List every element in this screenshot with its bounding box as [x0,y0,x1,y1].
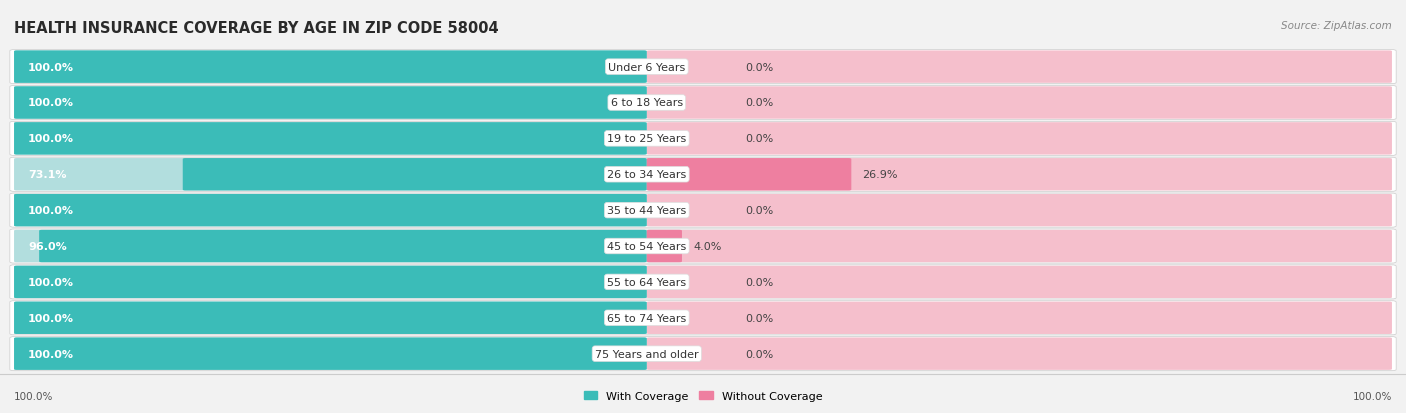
FancyBboxPatch shape [647,266,1392,298]
Text: 100.0%: 100.0% [28,134,75,144]
FancyBboxPatch shape [14,159,647,191]
FancyBboxPatch shape [647,230,1392,263]
Text: Under 6 Years: Under 6 Years [609,62,685,72]
Text: 35 to 44 Years: 35 to 44 Years [607,206,686,216]
FancyBboxPatch shape [647,159,851,191]
Text: 100.0%: 100.0% [28,313,75,323]
FancyBboxPatch shape [647,87,1392,119]
Text: 45 to 54 Years: 45 to 54 Years [607,242,686,252]
FancyBboxPatch shape [10,122,1396,156]
FancyBboxPatch shape [10,265,1396,299]
Text: 100.0%: 100.0% [28,62,75,72]
FancyBboxPatch shape [14,338,647,370]
Text: HEALTH INSURANCE COVERAGE BY AGE IN ZIP CODE 58004: HEALTH INSURANCE COVERAGE BY AGE IN ZIP … [14,21,499,36]
FancyBboxPatch shape [14,195,647,227]
FancyBboxPatch shape [10,230,1396,263]
Text: 96.0%: 96.0% [28,242,67,252]
FancyBboxPatch shape [14,87,647,119]
Text: 0.0%: 0.0% [745,277,773,287]
FancyBboxPatch shape [14,302,647,334]
Text: 6 to 18 Years: 6 to 18 Years [610,98,683,108]
Text: 100.0%: 100.0% [28,98,75,108]
Text: 55 to 64 Years: 55 to 64 Years [607,277,686,287]
FancyBboxPatch shape [10,301,1396,335]
Legend: With Coverage, Without Coverage: With Coverage, Without Coverage [579,387,827,406]
Text: 0.0%: 0.0% [745,134,773,144]
FancyBboxPatch shape [14,230,647,263]
FancyBboxPatch shape [14,123,647,155]
FancyBboxPatch shape [14,266,647,298]
Text: 73.1%: 73.1% [28,170,66,180]
FancyBboxPatch shape [647,51,1392,83]
FancyBboxPatch shape [647,123,1392,155]
FancyBboxPatch shape [10,337,1396,371]
Text: 19 to 25 Years: 19 to 25 Years [607,134,686,144]
FancyBboxPatch shape [647,159,1392,191]
Text: 100.0%: 100.0% [28,206,75,216]
FancyBboxPatch shape [14,123,647,155]
Text: 26.9%: 26.9% [862,170,898,180]
FancyBboxPatch shape [14,195,647,227]
FancyBboxPatch shape [14,266,647,298]
Text: 0.0%: 0.0% [745,313,773,323]
Text: 0.0%: 0.0% [745,349,773,359]
Text: 100.0%: 100.0% [28,277,75,287]
Text: Source: ZipAtlas.com: Source: ZipAtlas.com [1281,21,1392,31]
FancyBboxPatch shape [647,230,682,263]
FancyBboxPatch shape [14,51,647,83]
Text: 4.0%: 4.0% [693,242,721,252]
FancyBboxPatch shape [39,230,647,263]
FancyBboxPatch shape [647,195,1392,227]
Text: 75 Years and older: 75 Years and older [595,349,699,359]
FancyBboxPatch shape [14,302,647,334]
FancyBboxPatch shape [14,51,647,83]
Text: 0.0%: 0.0% [745,98,773,108]
Text: 100.0%: 100.0% [28,349,75,359]
Text: 26 to 34 Years: 26 to 34 Years [607,170,686,180]
Text: 100.0%: 100.0% [14,392,53,401]
FancyBboxPatch shape [183,159,647,191]
FancyBboxPatch shape [14,87,647,119]
FancyBboxPatch shape [647,302,1392,334]
Text: 0.0%: 0.0% [745,62,773,72]
Text: 0.0%: 0.0% [745,206,773,216]
FancyBboxPatch shape [10,194,1396,228]
FancyBboxPatch shape [14,338,647,370]
FancyBboxPatch shape [10,158,1396,192]
FancyBboxPatch shape [10,50,1396,84]
FancyBboxPatch shape [10,86,1396,120]
Text: 65 to 74 Years: 65 to 74 Years [607,313,686,323]
FancyBboxPatch shape [647,338,1392,370]
Text: 100.0%: 100.0% [1353,392,1392,401]
